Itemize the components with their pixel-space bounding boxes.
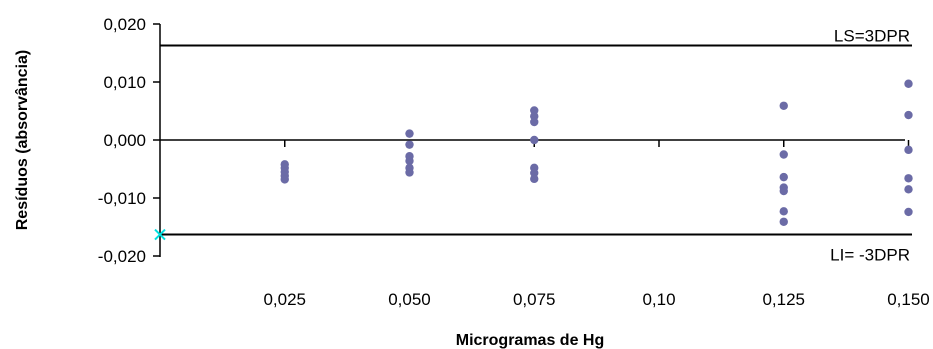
limit-marker <box>154 228 166 241</box>
data-point <box>904 110 913 120</box>
data-point <box>779 217 788 226</box>
x-axis-title: Microgramas de Hg <box>456 332 604 349</box>
x-tick-label: 0,025 <box>263 290 306 309</box>
data-point <box>530 174 539 184</box>
lower-limit-label: LI= -3DPR <box>830 246 910 265</box>
y-tick-label: 0,010 <box>103 73 146 92</box>
data-point <box>779 150 788 159</box>
data-point <box>904 79 913 88</box>
y-tick-label: -0,020 <box>98 247 146 266</box>
data-point <box>405 140 414 149</box>
data-point <box>530 135 539 145</box>
data-points <box>280 79 913 226</box>
data-point <box>530 106 539 115</box>
data-point <box>280 175 289 184</box>
y-axis-title: Resíduos (absorvância) <box>14 50 31 231</box>
data-point <box>530 112 539 121</box>
y-tick-label: 0,020 <box>103 15 146 34</box>
x-tick-label: 0,125 <box>762 290 805 309</box>
x-axis-ticks: 0,025 0,050 0,075 0,10 0,125 0,150 <box>263 140 930 309</box>
data-point <box>779 101 788 110</box>
x-tick-label: 0,10 <box>642 290 675 309</box>
data-point <box>405 129 414 138</box>
x-tick-label: 0,050 <box>388 290 431 309</box>
x-tick-label: 0,150 <box>887 290 930 309</box>
limit-lines: LS=3DPR LI= -3DPR <box>160 26 912 265</box>
data-point <box>779 186 788 196</box>
data-point <box>779 172 788 182</box>
data-point <box>530 168 539 178</box>
data-point <box>904 207 913 217</box>
data-point <box>904 174 913 183</box>
y-axis-ticks: 0,020 0,010 0,000 -0,010 -0,020 <box>98 15 160 266</box>
upper-limit-label: LS=3DPR <box>834 26 910 45</box>
y-tick-label: -0,010 <box>98 189 146 208</box>
data-point <box>904 145 913 155</box>
y-tick-label: 0,000 <box>103 131 146 150</box>
marker-stroke <box>154 228 166 241</box>
data-point <box>405 156 414 166</box>
x-tick-label: 0,075 <box>513 290 556 309</box>
data-point <box>405 168 414 177</box>
data-point <box>904 185 913 194</box>
data-point <box>779 207 788 216</box>
data-point <box>530 117 539 127</box>
